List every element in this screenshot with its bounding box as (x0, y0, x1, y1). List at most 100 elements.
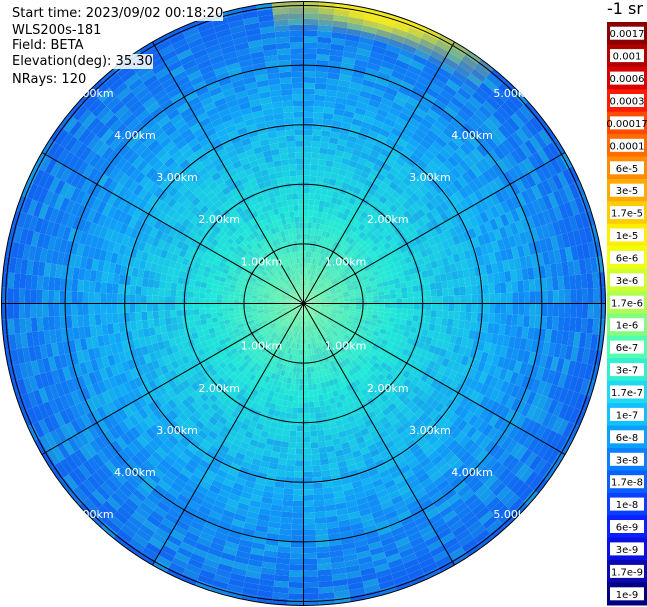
range-bin (286, 305, 293, 308)
range-bin (294, 471, 304, 478)
range-bin (135, 312, 142, 322)
range-bin (286, 299, 293, 302)
range-bin (349, 303, 356, 307)
range-bin (282, 224, 288, 231)
range-bin (465, 312, 472, 322)
range-bin (288, 284, 294, 290)
range-bin (202, 271, 210, 278)
range-bin (371, 287, 379, 293)
range-bin (326, 410, 334, 418)
range-bin (325, 368, 331, 376)
range-bin (287, 447, 296, 455)
range-bin (272, 367, 279, 374)
range-bin (311, 354, 316, 361)
range-bin (200, 318, 207, 326)
range-bin (294, 281, 298, 288)
range-bin (303, 465, 313, 472)
range-bin (289, 284, 294, 290)
range-bin (275, 361, 281, 369)
range-bin (441, 318, 448, 327)
range-bin (374, 248, 382, 257)
range-bin (390, 308, 397, 314)
range-bin (327, 284, 334, 289)
range-bin (256, 208, 264, 216)
range-bin (315, 300, 321, 303)
range-bin (225, 340, 234, 348)
range-bin (264, 342, 271, 349)
range-bin (342, 314, 349, 318)
range-bin (280, 369, 286, 377)
range-bin (253, 284, 261, 290)
range-bin (329, 202, 336, 210)
range-bin (256, 371, 263, 379)
range-bin (276, 469, 286, 477)
range-bin (309, 304, 315, 306)
range-bin (320, 345, 325, 353)
range-bin (369, 321, 377, 327)
range-bin (365, 331, 373, 338)
range-bin (301, 262, 304, 269)
range-bin (291, 302, 298, 304)
range-bin (291, 413, 298, 420)
range-bin (305, 308, 309, 315)
range-bin (334, 344, 340, 351)
range-bin (281, 218, 287, 225)
range-bin (324, 350, 330, 357)
range-bin (260, 338, 267, 345)
range-bin (331, 279, 338, 285)
range-bin (225, 369, 234, 378)
range-bin (268, 248, 275, 255)
range-bin (249, 240, 256, 248)
range-bin (286, 328, 291, 335)
range-bin (238, 388, 247, 396)
range-bin (327, 335, 333, 342)
range-bin (291, 312, 297, 317)
range-bin (321, 276, 327, 282)
range-bin (266, 395, 273, 403)
range-bin (471, 312, 478, 322)
range-bin (400, 281, 407, 289)
range-bin (336, 290, 343, 295)
range-bin (241, 231, 249, 239)
range-bin (129, 312, 136, 322)
range-bin (225, 350, 233, 359)
range-bin (441, 280, 448, 289)
range-bin (369, 233, 377, 242)
range-bin (272, 267, 278, 274)
range-bin (319, 293, 325, 297)
range-bin (286, 279, 291, 285)
range-bin (309, 355, 313, 362)
range-bin (298, 384, 304, 391)
range-bin (309, 303, 316, 305)
range-bin (269, 311, 276, 315)
range-bin (301, 338, 304, 345)
range-bin (365, 237, 373, 246)
range-bin (314, 246, 319, 253)
range-bin (71, 303, 78, 316)
range-bin (313, 494, 325, 501)
range-bin (322, 324, 329, 330)
range-bin (365, 361, 373, 370)
range-bin (274, 297, 281, 300)
range-bin (290, 222, 296, 229)
range-bin (216, 294, 223, 300)
range-bin (303, 483, 314, 490)
range-bin (280, 276, 286, 282)
range-bin (361, 234, 370, 242)
range-bin (261, 218, 269, 226)
range-bin (401, 250, 410, 259)
range-bin (288, 285, 293, 291)
range-bin (344, 357, 351, 365)
range-bin (350, 265, 358, 272)
range-bin (303, 228, 308, 234)
range-bin (297, 193, 304, 200)
range-bin (334, 216, 342, 224)
range-bin (330, 269, 337, 275)
range-bin (332, 298, 339, 301)
range-bin (257, 378, 264, 387)
range-bin (229, 334, 237, 341)
range-bin (279, 147, 288, 155)
range-bin (257, 303, 263, 306)
range-bin (410, 273, 418, 281)
range-bin (286, 306, 293, 309)
